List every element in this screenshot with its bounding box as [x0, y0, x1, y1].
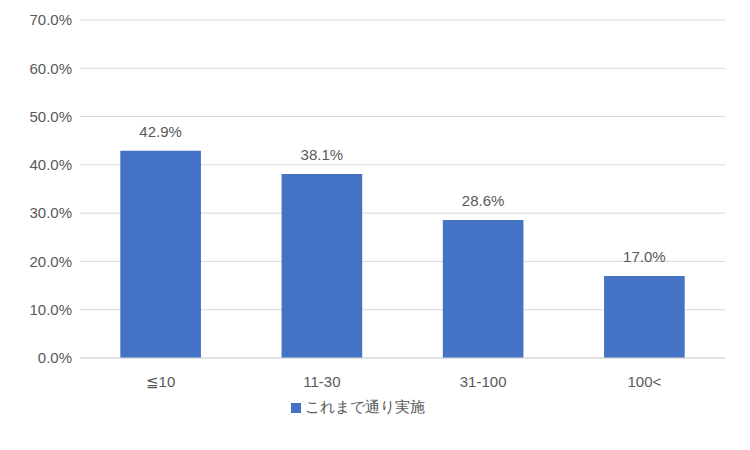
svg-text:60.0%: 60.0%: [29, 60, 72, 77]
svg-text:11-30: 11-30: [303, 373, 340, 390]
svg-text:17.0%: 17.0%: [623, 248, 666, 265]
svg-text:10.0%: 10.0%: [29, 301, 72, 318]
svg-text:28.6%: 28.6%: [462, 192, 505, 209]
svg-text:38.1%: 38.1%: [301, 146, 344, 163]
html-text:これまで通り実施: これまで通り実施: [304, 398, 425, 415]
svg-text:50.0%: 50.0%: [29, 108, 72, 125]
svg-text:100<: 100<: [627, 373, 661, 390]
svg-text:70.0%: 70.0%: [29, 11, 72, 28]
svg-text:≦10: ≦10: [146, 373, 175, 390]
svg-text:42.9%: 42.9%: [139, 123, 182, 140]
svg-text:30.0%: 30.0%: [29, 204, 72, 221]
svg-text:40.0%: 40.0%: [29, 156, 72, 173]
svg-text:0.0%: 0.0%: [38, 349, 72, 366]
svg-text:31-100: 31-100: [460, 373, 507, 390]
svg-text:20.0%: 20.0%: [29, 253, 72, 270]
